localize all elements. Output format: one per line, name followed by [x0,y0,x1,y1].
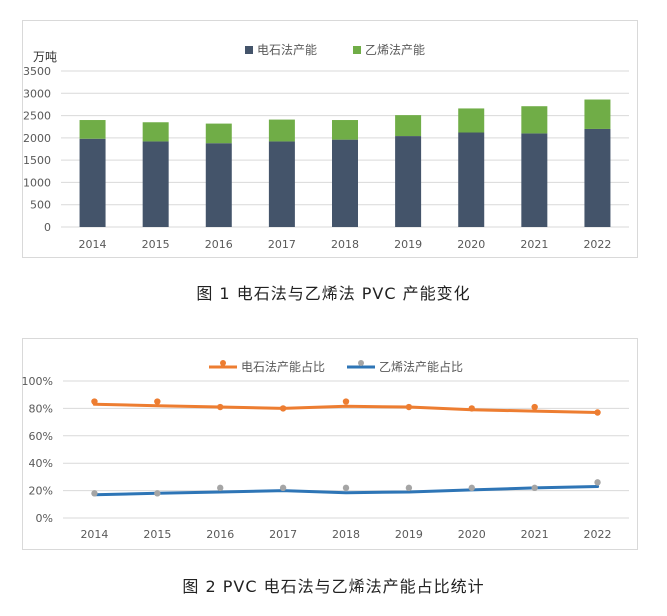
bar-ethylene [79,120,106,139]
y-tick-label: 3500 [23,65,51,78]
y-tick-label: 0 [44,221,51,234]
legend-label: 电石法产能 [257,43,317,57]
bar-ethylene [142,122,169,142]
point-carbide-share [531,403,538,411]
bar-ethylene [205,123,232,144]
line-carbide-share [92,402,600,414]
y-tick-label: 1000 [23,176,51,189]
bar-carbide [79,138,106,227]
x-tick-label: 2021 [521,528,549,541]
point-carbide-share [468,405,475,412]
point-ethylene-share [217,484,224,492]
x-tick-label: 2020 [458,528,486,541]
y-tick-label: 2500 [23,110,51,123]
x-tick-label: 2018 [332,528,360,541]
point-ethylene-share [154,490,161,497]
y-tick-label: 2000 [23,132,51,145]
y-tick-label: 40% [29,457,53,470]
x-tick-label: 2021 [520,238,548,251]
legend-label: 电石法产能占比 [241,359,325,374]
bar-ethylene [521,106,548,134]
point-ethylene-share [531,484,538,492]
capacity-chart-panel: 0 500 1000 1500 2000 2500 3000 3500 万吨 2014 2015 20… [22,20,638,258]
bar-ethylene [458,108,485,133]
x-tick-label: 2018 [331,238,359,251]
x-tick-label: 2019 [394,238,422,251]
point-ethylene-share [279,484,287,492]
bar-ethylene [332,120,358,140]
share-chart-panel: 0% 20% 40% 60% 80% 100% 2014 2015 2016 2017 2018 20… [22,338,638,550]
x-tick-label: 2022 [583,238,611,251]
legend-label: 乙烯法产能 [365,43,425,57]
point-ethylene-share [468,484,475,492]
y-tick-label: 500 [30,199,51,212]
point-carbide-share [342,398,350,405]
bar-ethylene [584,99,611,129]
x-tick-label: 2017 [268,238,296,251]
point-carbide-share [405,403,413,411]
bar-carbide [584,128,611,227]
bar-carbide [395,136,422,227]
figure-2-caption: 图 2 PVC 电石法与乙烯法产能占比统计 [182,577,485,596]
x-tick-label: 2015 [142,238,170,251]
y-tick-label: 80% [29,402,53,415]
point-carbide-share [279,405,287,412]
x-tick-label: 2014 [79,238,107,251]
share-line-chart: 0% 20% 40% 60% 80% 100% 2014 2015 2016 2017 2018 20… [22,359,629,541]
x-tick-label: 2020 [457,238,485,251]
point-carbide-share [217,403,224,411]
legend-marker [220,360,226,366]
legend-swatch [245,46,253,54]
x-tick-label: 2017 [269,528,297,541]
point-carbide-share [594,409,601,416]
bar-ethylene [395,115,422,137]
point-carbide-share [154,398,161,405]
x-tick-label: 2016 [205,238,233,251]
y-tick-label: 20% [29,485,53,498]
legend-marker [358,360,364,366]
point-ethylene-share [91,490,98,497]
figure-1-caption: 图 1 电石法与乙烯法 PVC 产能变化 [196,284,471,303]
x-tick-label: 2014 [80,528,108,541]
bar-carbide [521,133,548,227]
legend-swatch [353,46,361,54]
bar-carbide [332,139,358,227]
y-tick-label: 0% [36,512,53,525]
x-tick-label: 2016 [206,528,234,541]
x-tick-label: 2015 [143,528,171,541]
bar-carbide [268,141,295,227]
legend-label: 乙烯法产能占比 [379,359,463,374]
y-tick-label: 60% [29,430,53,443]
point-ethylene-share [594,479,601,486]
bar-carbide [142,141,169,227]
y-tick-label: 3000 [23,87,51,100]
point-ethylene-share [342,484,350,492]
x-tick-label: 2022 [584,528,612,541]
bar-ethylene [268,119,295,142]
point-carbide-share [91,398,98,405]
point-ethylene-share [405,484,413,492]
y-tick-label: 100% [22,375,53,388]
x-tick-label: 2019 [395,528,423,541]
bar-carbide [205,143,232,227]
bar-carbide [458,132,485,227]
y-tick-label: 1500 [23,154,51,167]
line-ethylene-share [92,485,600,497]
y-unit-label: 万吨 [33,50,57,64]
